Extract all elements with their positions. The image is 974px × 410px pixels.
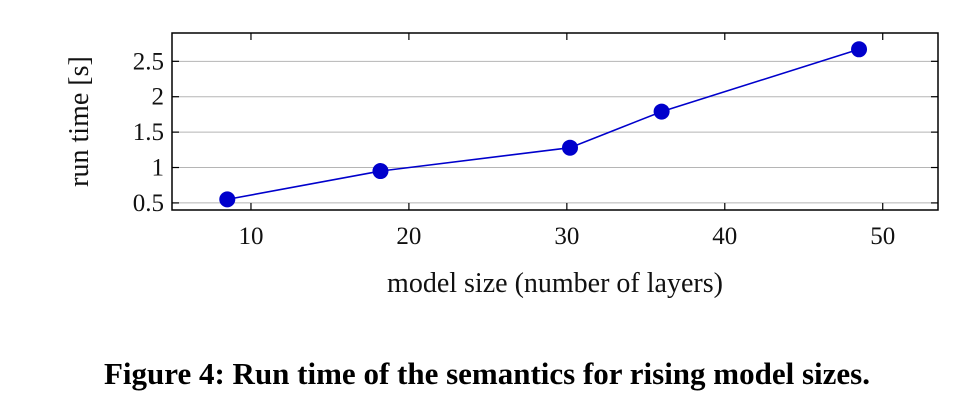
line-chart: 0.5 1 1.5 2 2.5 10 20 30 40 50 model size (numbe… xyxy=(64,32,939,299)
x-tick-label: 40 xyxy=(712,223,737,250)
series-line xyxy=(227,48,860,201)
plot-frame xyxy=(171,32,939,211)
data-point xyxy=(562,139,579,156)
data-series xyxy=(219,41,868,208)
y-tick-labels: 0.5 1 1.5 2 2.5 xyxy=(133,48,164,217)
x-tick-label: 10 xyxy=(238,223,263,250)
y-tick-label: 2 xyxy=(152,84,165,111)
data-point xyxy=(851,41,868,58)
data-point xyxy=(653,103,670,120)
y-tick-label: 0.5 xyxy=(133,190,164,217)
x-tick-label: 50 xyxy=(870,223,895,250)
data-point xyxy=(219,191,236,208)
figure-caption: Figure 4: Run time of the semantics for … xyxy=(103,356,870,391)
x-tick-labels: 10 20 30 40 50 xyxy=(238,223,895,250)
x-axis-title: model size (number of layers) xyxy=(387,268,723,299)
x-tick-label: 20 xyxy=(396,223,421,250)
x-tick-label: 30 xyxy=(554,223,579,250)
axis-ticks xyxy=(172,33,938,210)
data-point xyxy=(372,163,389,180)
y-tick-label: 1 xyxy=(152,155,165,182)
y-axis-title: run time [s] xyxy=(64,56,95,187)
y-tick-label: 2.5 xyxy=(133,48,164,75)
y-tick-label: 1.5 xyxy=(133,119,164,146)
grid-lines xyxy=(172,60,938,204)
